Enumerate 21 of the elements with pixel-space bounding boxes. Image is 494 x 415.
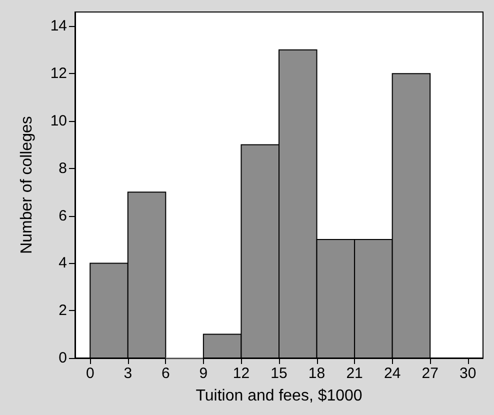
x-tick-label: 6 xyxy=(161,365,170,382)
y-axis-title: Number of colleges xyxy=(18,116,36,254)
y-tick-label: 8 xyxy=(58,160,67,177)
x-tick-label: 30 xyxy=(460,365,476,382)
y-tick-label: 12 xyxy=(50,65,67,82)
x-tick-label: 0 xyxy=(86,365,94,382)
x-axis-title: Tuition and fees, $1000 xyxy=(196,388,362,404)
x-tick-label: 24 xyxy=(384,365,401,382)
x-tick-label: 9 xyxy=(199,365,208,382)
y-tick-label: 4 xyxy=(58,254,67,272)
x-tick-label: 27 xyxy=(422,365,438,382)
x-tick-label: 21 xyxy=(346,365,363,382)
x-tick-label: 12 xyxy=(232,365,250,382)
x-tick-label: 3 xyxy=(124,365,132,382)
y-tick-label: 0 xyxy=(58,350,67,366)
x-tick-label: 18 xyxy=(308,365,326,382)
y-tick-label: 6 xyxy=(58,207,67,224)
y-tick-label: 14 xyxy=(50,18,67,35)
x-tick-label: 15 xyxy=(270,365,288,382)
y-tick-label: 2 xyxy=(58,302,67,320)
y-tick-label: 10 xyxy=(50,112,67,130)
